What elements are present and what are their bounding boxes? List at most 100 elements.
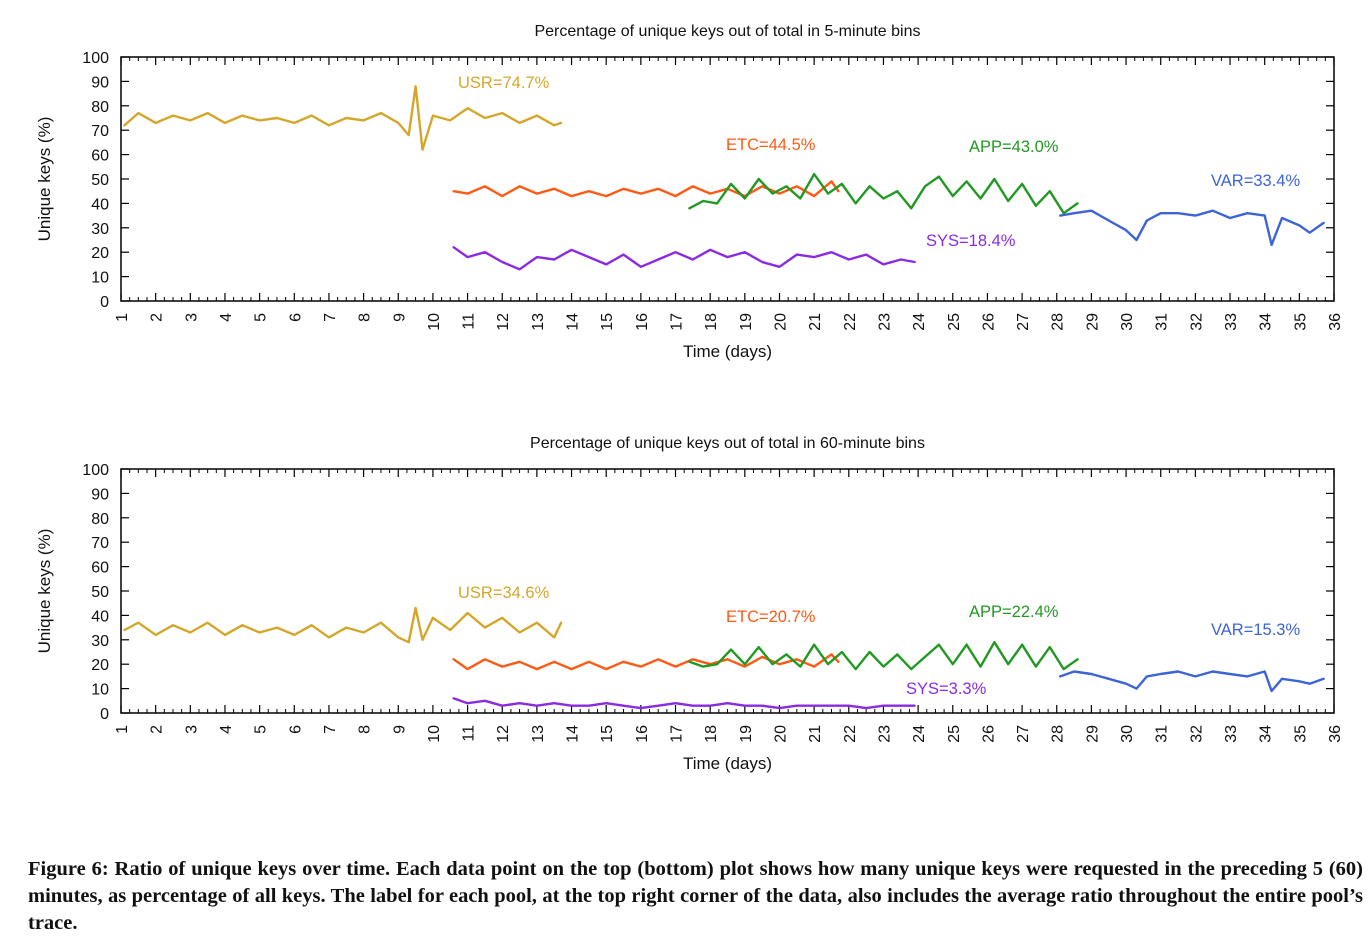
x-tick-label: 19 [738, 725, 755, 743]
x-tick-label: 17 [669, 725, 686, 743]
y-tick-label: 70 [91, 535, 109, 552]
x-tick-label: 29 [1084, 313, 1101, 331]
figure-caption-text: Ratio of unique keys over time. Each dat… [28, 858, 1364, 934]
x-tick-label: 21 [807, 313, 824, 331]
x-tick-label: 4 [218, 725, 235, 734]
y-tick-label: 30 [91, 221, 109, 238]
y-tick-label: 80 [91, 99, 109, 116]
x-tick-label: 35 [1292, 313, 1309, 331]
x-tick-label: 22 [842, 313, 859, 331]
x-tick-label: 10 [426, 725, 443, 743]
series-label-usr: USR=34.6% [458, 584, 550, 602]
x-tick-label: 10 [426, 313, 443, 331]
x-tick-label: 3 [183, 725, 200, 734]
x-tick-label: 24 [911, 725, 928, 743]
x-tick-label: 34 [1258, 725, 1275, 743]
y-tick-label: 10 [91, 270, 109, 287]
x-tick-label: 11 [461, 725, 478, 742]
figure-caption: Figure 6: Ratio of unique keys over time… [28, 856, 1363, 937]
series-line-usr [123, 85, 563, 151]
series-label-etc: ETC=44.5% [726, 136, 816, 154]
x-tick-label: 28 [1050, 725, 1067, 743]
series-label-var: VAR=33.4% [1211, 172, 1300, 190]
x-tick-label: 8 [357, 725, 374, 734]
x-tick-label: 9 [391, 313, 408, 322]
series-label-app: APP=22.4% [969, 603, 1059, 621]
y-tick-label: 60 [91, 148, 109, 165]
chart-60-minute-bins: Percentage of unique keys out of total i… [35, 435, 1344, 773]
x-tick-label: 13 [530, 725, 547, 743]
x-tick-label: 8 [357, 313, 374, 322]
x-tick-label: 31 [1154, 725, 1171, 743]
series-line-etc [452, 653, 840, 671]
x-tick-label: 15 [599, 725, 616, 743]
x-tick-label: 21 [807, 725, 824, 743]
series-label-var: VAR=15.3% [1211, 621, 1300, 639]
x-tick-label: 7 [322, 313, 339, 322]
y-tick-label: 100 [82, 50, 109, 67]
figure-caption-label: Figure 6: [28, 858, 109, 880]
x-tick-label: 31 [1154, 313, 1171, 331]
x-tick-label: 36 [1327, 313, 1344, 331]
x-tick-label: 34 [1258, 313, 1275, 331]
series-label-app: APP=43.0% [969, 138, 1059, 156]
x-tick-label: 19 [738, 313, 755, 331]
x-tick-label: 33 [1223, 725, 1240, 743]
x-tick-label: 2 [149, 725, 166, 734]
x-axis-label: Time (days) [683, 754, 772, 773]
y-tick-label: 20 [91, 245, 109, 262]
x-tick-label: 13 [530, 313, 547, 331]
x-tick-label: 35 [1292, 725, 1309, 743]
y-tick-label: 40 [91, 608, 109, 625]
x-tick-label: 12 [495, 725, 512, 743]
x-tick-label: 5 [253, 725, 270, 734]
x-tick-label: 30 [1119, 313, 1136, 331]
x-tick-label: 22 [842, 725, 859, 743]
x-tick-label: 27 [1015, 725, 1032, 743]
x-tick-label: 3 [183, 313, 200, 322]
series-label-etc: ETC=20.7% [726, 608, 816, 626]
y-tick-label: 80 [91, 511, 109, 528]
chart-title: Percentage of unique keys out of total i… [530, 435, 925, 452]
y-tick-label: 70 [91, 123, 109, 140]
y-tick-label: 90 [91, 74, 109, 91]
y-tick-label: 20 [91, 657, 109, 674]
x-tick-label: 17 [669, 313, 686, 331]
x-tick-label: 20 [772, 725, 789, 743]
x-tick-label: 4 [218, 313, 235, 322]
y-axis-label: Unique keys (%) [35, 529, 54, 654]
x-tick-label: 30 [1119, 725, 1136, 743]
y-tick-label: 30 [91, 633, 109, 650]
y-tick-label: 0 [100, 294, 109, 311]
x-axis-label: Time (days) [683, 342, 772, 361]
x-tick-label: 12 [495, 313, 512, 331]
plot-frame [120, 56, 1335, 302]
y-tick-label: 90 [91, 486, 109, 503]
x-tick-label: 14 [565, 725, 582, 743]
y-tick-label: 0 [100, 706, 109, 723]
y-tick-label: 40 [91, 196, 109, 213]
series-line-var [1058, 670, 1325, 693]
series-line-app [688, 172, 1079, 215]
y-tick-label: 10 [91, 682, 109, 699]
series-line-sys [452, 697, 916, 710]
chart-title: Percentage of unique keys out of total i… [534, 23, 920, 40]
x-tick-label: 5 [253, 313, 270, 322]
chart-5-minute-bins: Percentage of unique keys out of total i… [35, 23, 1344, 361]
x-tick-label: 6 [287, 725, 304, 734]
x-tick-label: 20 [772, 313, 789, 331]
y-tick-label: 100 [82, 462, 109, 479]
x-tick-label: 1 [114, 725, 131, 734]
x-tick-label: 9 [391, 725, 408, 734]
x-tick-label: 16 [634, 313, 651, 331]
x-tick-label: 33 [1223, 313, 1240, 331]
x-tick-label: 32 [1188, 313, 1205, 331]
series-line-etc [452, 180, 840, 198]
series-line-usr [123, 606, 563, 644]
x-tick-label: 25 [946, 725, 963, 743]
x-tick-label: 36 [1327, 725, 1344, 743]
x-tick-label: 32 [1188, 725, 1205, 743]
x-tick-label: 16 [634, 725, 651, 743]
x-tick-label: 29 [1084, 725, 1101, 743]
